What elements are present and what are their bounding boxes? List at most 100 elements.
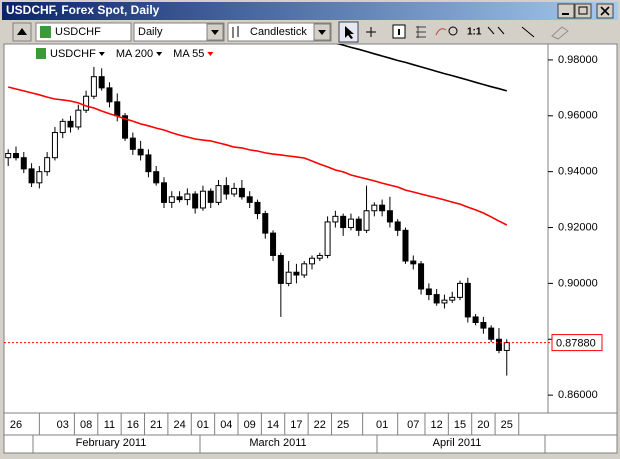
style-select[interactable]: [227, 22, 332, 42]
y-tick-label: 0.86000: [558, 389, 598, 401]
candle-body: [106, 87, 113, 103]
y-tick-label: 0.96000: [558, 110, 598, 122]
candle-body: [223, 185, 230, 195]
candle-body: [12, 152, 19, 159]
candle-body: [5, 152, 12, 159]
candle-body: [246, 196, 253, 203]
period-text: Daily: [138, 26, 163, 38]
candle-body: [36, 171, 43, 184]
x-tick-label: 24: [173, 419, 185, 431]
x-tick-label: 08: [80, 419, 92, 431]
candle-body: [324, 221, 331, 256]
candle-body: [340, 215, 347, 229]
plot: [4, 44, 548, 376]
draw-tool[interactable]: [435, 28, 447, 36]
legend-entry: MA 200: [116, 48, 153, 60]
candle-body: [441, 299, 448, 304]
dropdown-icon: [318, 30, 326, 35]
candle-body: [503, 342, 510, 351]
zoom-tool[interactable]: [448, 26, 458, 36]
y-tick-label: 0.94000: [558, 166, 598, 178]
candle-body: [161, 182, 167, 203]
x-tick-label: 25: [501, 419, 513, 431]
candle-body: [488, 327, 495, 340]
candle-body: [254, 201, 261, 215]
title-bar: [2, 2, 618, 20]
x-tick-label: 17: [290, 419, 302, 431]
x-tick-label: 20: [477, 419, 489, 431]
legend-entry: USDCHF: [50, 48, 96, 60]
y-tick-label: 0.90000: [558, 277, 598, 289]
up-icon: [17, 28, 27, 35]
candle-body: [44, 157, 51, 173]
candle-body: [410, 260, 417, 265]
x-tick-label: 04: [220, 419, 232, 431]
month-label: April 2011: [433, 437, 482, 449]
x-tick-label: 22: [314, 419, 326, 431]
x-tick-label: 07: [407, 419, 419, 431]
line-tool[interactable]: [521, 26, 535, 38]
candle-body: [418, 263, 425, 290]
month-label: February 2011: [76, 437, 147, 449]
candle-body: [28, 168, 35, 184]
minimize-button[interactable]: [557, 3, 575, 19]
window-title: USDCHF, Forex Spot, Daily: [6, 3, 160, 17]
symbol-icon: [36, 48, 46, 59]
legend-dropdown: [98, 52, 105, 56]
legend-dropdown: [156, 52, 163, 56]
maximize-icon: [578, 6, 588, 15]
eraser-tool[interactable]: [551, 26, 569, 40]
y-tick-label: 0.98000: [558, 54, 598, 66]
candle-body: [153, 171, 160, 184]
candle-body: [301, 263, 308, 276]
crosshair-icon[interactable]: [366, 27, 376, 37]
candle-body: [277, 254, 284, 284]
x-tick-label: 21: [150, 419, 162, 431]
candle-body: [90, 76, 97, 97]
candle-body: [67, 120, 74, 128]
x-tick-label: 01: [197, 419, 209, 431]
candle-body: [98, 76, 105, 89]
candle-body: [51, 132, 58, 159]
candle-body: [285, 271, 292, 284]
candle-body: [347, 218, 354, 229]
candle-body: [472, 316, 479, 323]
close-icon: [600, 6, 610, 16]
x-tick-label: 16: [127, 419, 139, 431]
maximize-button[interactable]: [574, 3, 592, 19]
candle-body: [207, 190, 214, 203]
candle-body: [168, 196, 175, 203]
ma-line: [8, 86, 508, 226]
candle-body: [176, 196, 183, 201]
candle-body: [75, 109, 82, 128]
candle-body: [371, 204, 378, 212]
x-tick-label: 01: [376, 419, 388, 431]
style-text: Candlestick: [250, 26, 307, 38]
candle-body: [386, 210, 393, 223]
candle-body: [137, 148, 144, 156]
grid-tool[interactable]: [416, 26, 426, 38]
zoom-text[interactable]: 1:1: [467, 27, 482, 38]
candle-icon: [232, 26, 239, 38]
candle-body: [83, 95, 90, 111]
x-tick-label: 03: [57, 419, 69, 431]
cursor-tools[interactable]: [487, 26, 505, 35]
candle-body: [425, 288, 432, 296]
candle-body: [129, 137, 136, 150]
candle-body: [238, 187, 245, 198]
candle-body: [215, 185, 222, 203]
candle-body: [309, 257, 316, 265]
candle-body: [433, 294, 440, 304]
candle-body: [122, 115, 129, 139]
candle-body: [262, 213, 269, 234]
symbol-icon: [40, 26, 51, 38]
x-tick-label: 09: [244, 419, 256, 431]
symbol-input[interactable]: [35, 22, 132, 42]
candle-body: [449, 296, 456, 301]
x-tick-label: 26: [10, 419, 22, 431]
period-select[interactable]: [133, 22, 225, 42]
symbol-text: USDCHF: [55, 26, 101, 38]
candle-body: [363, 210, 370, 231]
candle-body: [394, 221, 401, 231]
